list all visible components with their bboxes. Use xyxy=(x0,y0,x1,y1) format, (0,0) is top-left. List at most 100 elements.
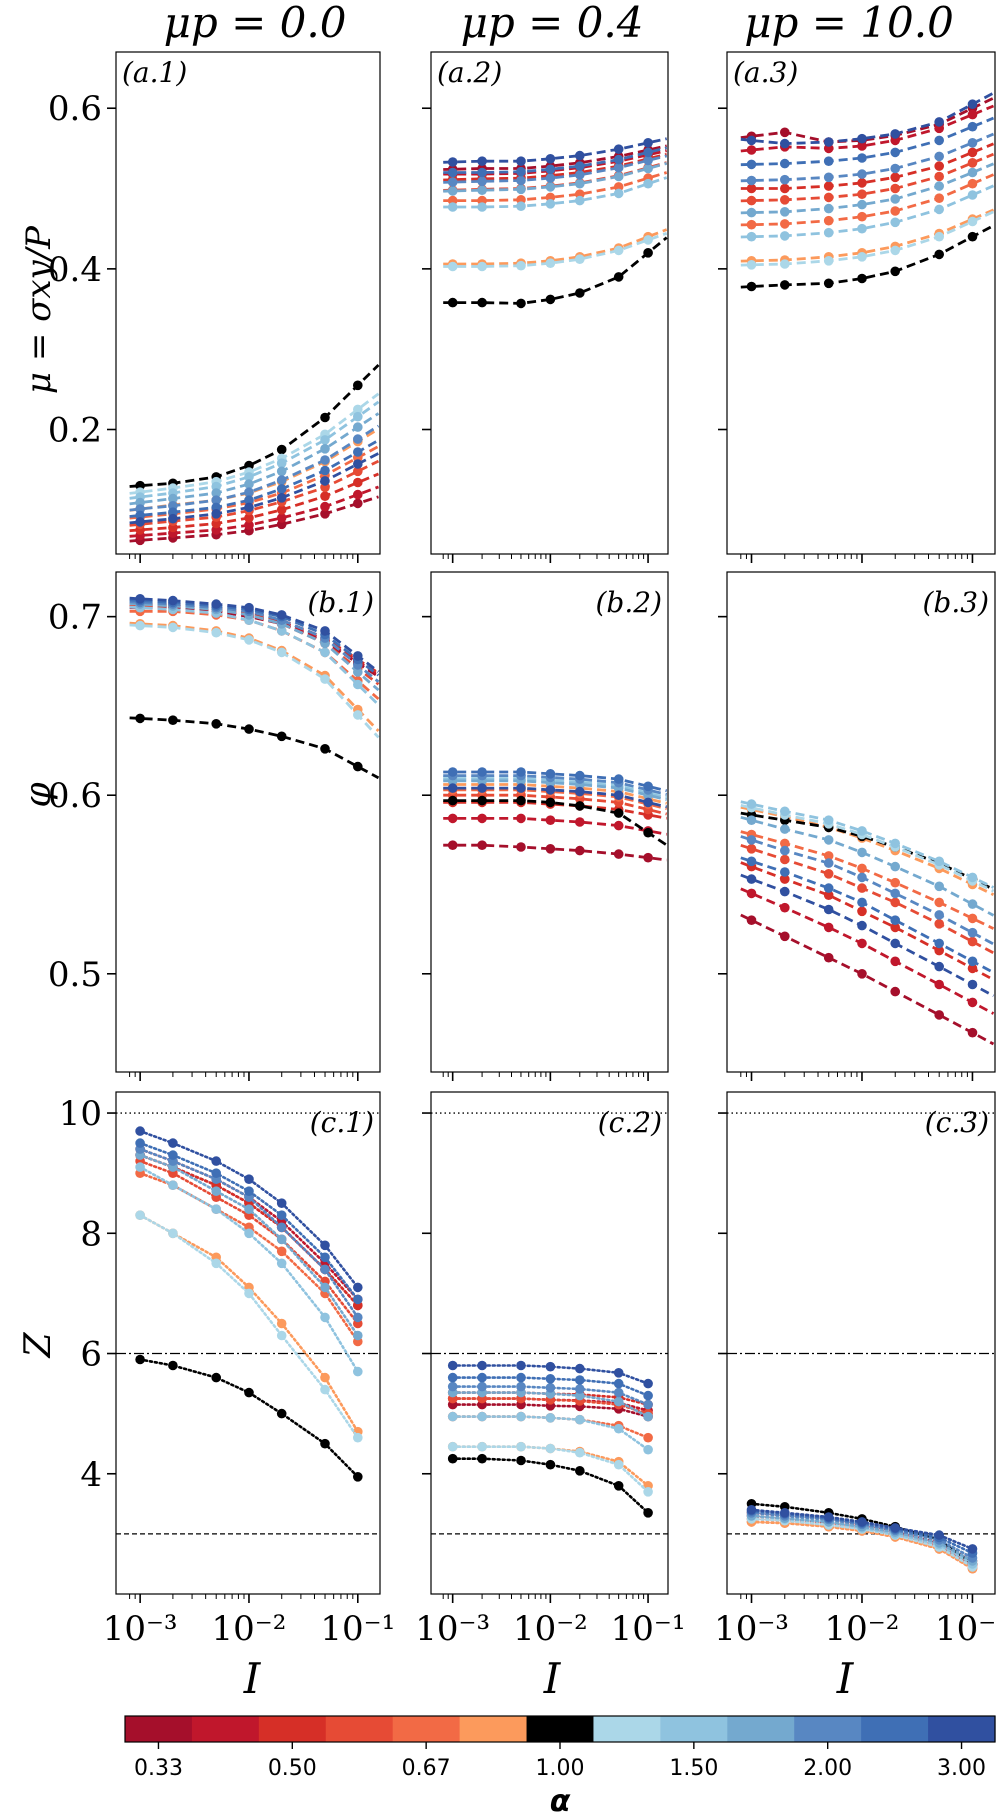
data-point xyxy=(276,1210,287,1220)
data-point xyxy=(890,172,900,183)
data-point xyxy=(746,1505,757,1515)
data-point xyxy=(276,475,287,485)
data-point xyxy=(516,184,526,195)
data-point xyxy=(320,1240,330,1251)
series-line-alpha-0.5 xyxy=(443,801,667,820)
colorbar-segment-alpha-0.4 xyxy=(191,1716,260,1742)
data-point xyxy=(613,154,624,165)
data-point xyxy=(211,488,221,498)
series-line-alpha-0.33 xyxy=(740,913,995,1046)
data-point xyxy=(575,170,585,180)
data-point xyxy=(643,1432,653,1443)
data-point xyxy=(168,1360,178,1371)
data-point xyxy=(780,824,790,834)
data-point xyxy=(780,902,790,913)
data-point xyxy=(353,651,363,661)
data-point xyxy=(967,178,978,189)
data-point xyxy=(447,767,458,777)
data-point xyxy=(477,1411,487,1422)
colorbar-tick-label: 2.00 xyxy=(803,1756,852,1781)
data-point xyxy=(780,195,790,205)
data-point xyxy=(244,502,254,513)
data-point xyxy=(643,155,653,166)
y-tick-label: 0.7 xyxy=(48,598,102,638)
data-point xyxy=(320,465,330,476)
data-point xyxy=(516,1455,526,1466)
data-point xyxy=(967,216,978,227)
data-point xyxy=(780,138,790,149)
panel-label: (c.2) xyxy=(598,1106,662,1139)
panel-label: (a.2) xyxy=(437,56,502,89)
data-point xyxy=(934,938,944,949)
colorbar-label: α xyxy=(550,1784,571,1815)
data-point xyxy=(643,852,653,863)
data-point xyxy=(934,204,944,215)
data-point xyxy=(967,963,978,974)
series-line-alpha-0.5 xyxy=(443,152,668,182)
data-point xyxy=(643,178,653,189)
data-point xyxy=(545,844,556,854)
data-point xyxy=(276,731,287,742)
data-point xyxy=(967,99,978,109)
panel-frame xyxy=(115,1091,381,1595)
data-point xyxy=(545,797,556,808)
data-point xyxy=(967,927,978,938)
data-point xyxy=(780,231,790,241)
ylabel-phi: φ xyxy=(18,782,59,808)
data-point xyxy=(857,883,867,893)
series-line-alpha-2 xyxy=(740,132,995,183)
data-point xyxy=(211,1186,221,1196)
data-point xyxy=(447,783,458,793)
data-point xyxy=(643,248,653,258)
series-line-alpha-3 xyxy=(443,786,668,809)
data-point xyxy=(244,1174,254,1184)
data-point xyxy=(545,294,556,305)
data-point xyxy=(934,979,944,990)
data-point xyxy=(823,1512,834,1522)
data-point xyxy=(934,961,944,972)
data-point xyxy=(575,786,585,797)
series-line-alpha-0.67 xyxy=(129,609,380,701)
data-point xyxy=(890,915,900,925)
data-point xyxy=(890,986,900,997)
data-point xyxy=(746,856,757,867)
data-point xyxy=(575,1375,585,1385)
data-point xyxy=(780,174,790,185)
data-point xyxy=(575,1414,585,1425)
data-point xyxy=(244,1288,254,1299)
series-line-alpha-1 xyxy=(740,811,995,891)
data-point xyxy=(643,1378,653,1389)
data-point xyxy=(890,861,900,872)
series-line-alpha-1.25 xyxy=(443,776,668,798)
x-tick-label: 10⁻³ xyxy=(415,1609,490,1649)
column-title-2: μp = 0.4 xyxy=(461,0,644,47)
data-point xyxy=(477,813,487,824)
panel-label: (c.1) xyxy=(310,1106,374,1139)
panel-frame xyxy=(430,1091,669,1595)
panel-b3: (b.3) xyxy=(718,571,996,1081)
data-point xyxy=(857,178,867,188)
series-line-alpha-2.5 xyxy=(443,146,668,174)
series-line-alpha-2.5 xyxy=(443,770,668,793)
data-point xyxy=(320,412,330,423)
data-point xyxy=(353,459,363,469)
series-line-alpha-1.5 xyxy=(129,605,380,706)
data-point xyxy=(934,945,944,956)
data-point xyxy=(447,297,458,308)
data-point xyxy=(516,298,526,309)
data-point xyxy=(244,1186,254,1196)
data-point xyxy=(746,231,757,242)
data-point xyxy=(353,1472,363,1482)
colorbar-segment-alpha-3 xyxy=(928,1716,996,1742)
data-point xyxy=(575,161,585,171)
data-point xyxy=(244,1228,254,1239)
data-point xyxy=(447,1441,458,1452)
data-point xyxy=(643,1444,653,1455)
data-point xyxy=(211,627,221,638)
data-point xyxy=(168,1228,178,1239)
data-point xyxy=(244,602,254,613)
data-point xyxy=(575,1466,585,1476)
series-line-alpha-1.25 xyxy=(740,804,995,893)
data-point xyxy=(613,820,624,831)
data-point xyxy=(545,182,556,192)
